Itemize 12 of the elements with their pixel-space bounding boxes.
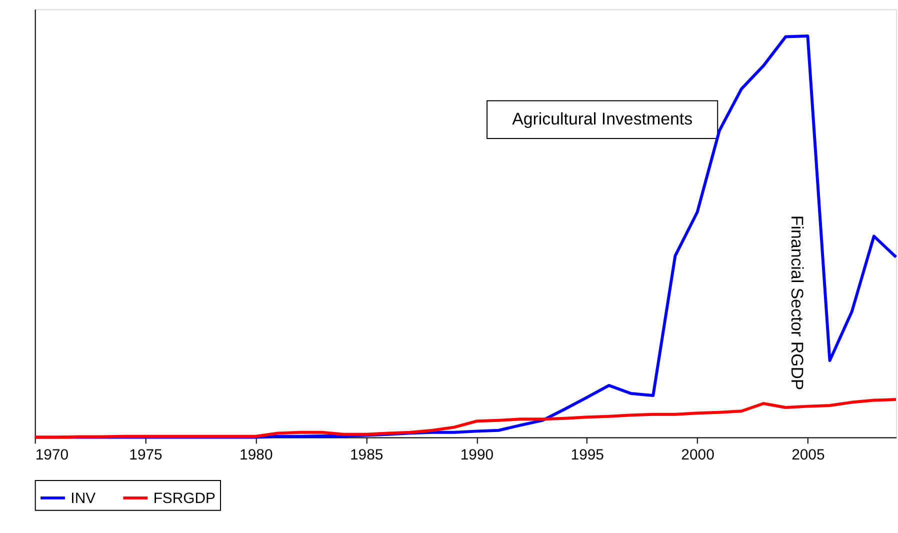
x-tick-label: 1990 xyxy=(460,446,494,464)
x-tick-label: 1985 xyxy=(350,446,384,464)
x-tick-label: 1970 xyxy=(35,446,69,464)
annotation: Financial Sector RGDP xyxy=(787,215,806,390)
x-tick-label: 1980 xyxy=(240,446,273,464)
legend-label: FSRGDP xyxy=(153,490,216,507)
x-tick-label: 1975 xyxy=(129,446,162,464)
legend-label: INV xyxy=(70,490,96,507)
x-tick-label: 2000 xyxy=(681,446,714,464)
x-tick-label: 2005 xyxy=(792,446,825,464)
x-tick-label: 1995 xyxy=(570,446,604,464)
annotation: Agricultural Investments xyxy=(512,110,693,129)
